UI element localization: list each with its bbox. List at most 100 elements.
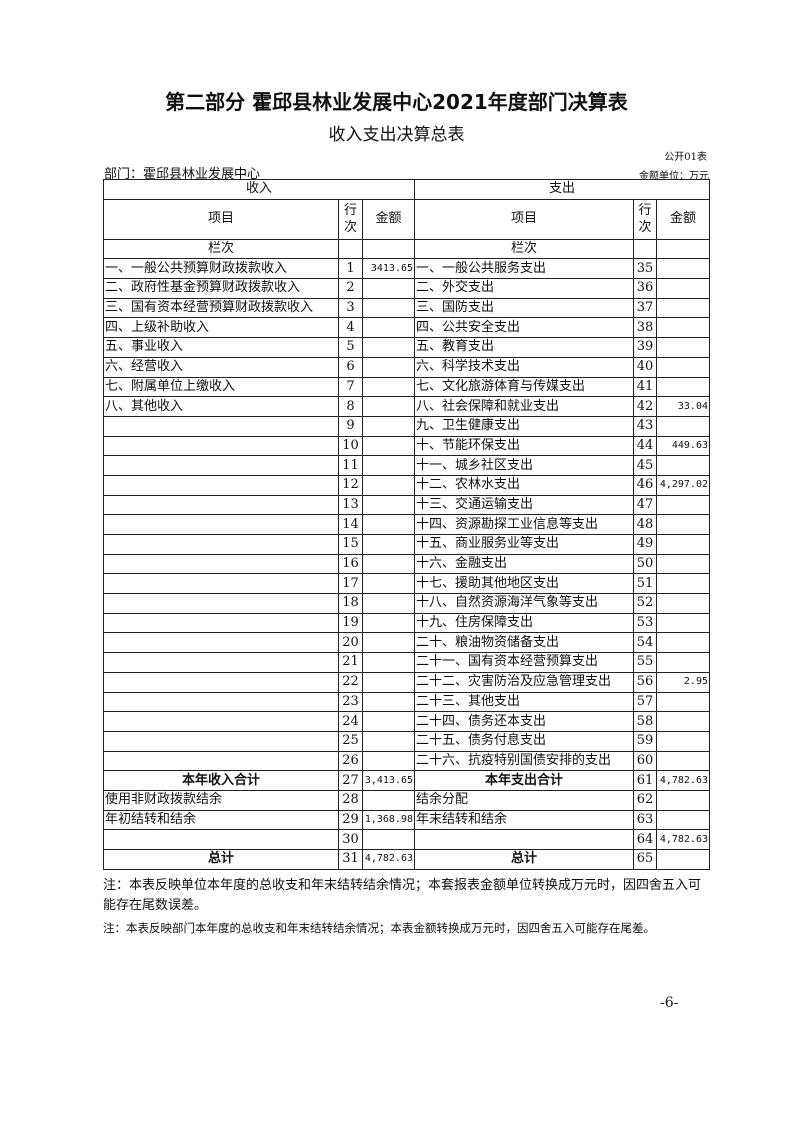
expense-line-header: 行次 [633, 198, 657, 240]
income-amount-header: 金额 [362, 198, 415, 240]
expense-item: 五、教育支出 [414, 337, 634, 358]
expense-amount [656, 534, 710, 555]
income-item [103, 671, 339, 693]
income-item: 八、其他收入 [103, 396, 339, 417]
income-item [103, 553, 339, 575]
table-row: 八、其他收入 8 八、社会保障和就业支出 42 33.04 [103, 396, 710, 417]
table-row: 21 二十一、国有资本经营预算支出 55 [103, 652, 710, 673]
expense-amount [656, 789, 710, 811]
expense-amount [656, 415, 710, 437]
expense-item: 三、国防支出 [414, 297, 634, 319]
income-amount [362, 415, 415, 437]
income-item: 年初结转和结余 [103, 809, 339, 831]
expense-amount [656, 278, 710, 299]
income-line: 31 [338, 849, 363, 870]
empty-cell [338, 238, 363, 260]
income-line: 28 [338, 789, 363, 811]
table-row: 9 九、卫生健康支出 43 [103, 415, 710, 437]
income-amount: 1,368.98 [362, 809, 415, 831]
expense-amount: 449.63 [656, 435, 710, 457]
expense-item: 八、社会保障和就业支出 [414, 396, 634, 417]
expense-amount [656, 632, 710, 654]
expense-amount [656, 297, 710, 319]
income-line: 23 [338, 691, 363, 713]
income-line: 13 [338, 494, 363, 516]
income-item [103, 730, 339, 752]
table-row: 20 二十、粮油物资储备支出 54 [103, 632, 710, 654]
income-amount [362, 534, 415, 555]
table-row: 六、经营收入 6 六、科学技术支出 40 [103, 356, 710, 378]
expense-line: 63 [633, 809, 657, 831]
income-line: 17 [338, 573, 363, 595]
income-line: 27 [338, 770, 363, 791]
expense-amount [656, 258, 710, 280]
income-item [103, 829, 339, 850]
expense-item: 二十四、债务还本支出 [414, 711, 634, 732]
income-amount [362, 337, 415, 358]
table-row: 17 十七、援助其他地区支出 51 [103, 573, 710, 595]
expense-line: 55 [633, 652, 657, 673]
expense-line: 62 [633, 789, 657, 811]
expense-item: 二十二、灾害防治及应急管理支出 [414, 671, 634, 693]
income-amount [362, 514, 415, 535]
expense-item: 结余分配 [414, 789, 634, 811]
income-header: 收入 [103, 179, 415, 200]
income-amount [362, 652, 415, 673]
income-line: 12 [338, 474, 363, 496]
expense-line: 49 [633, 534, 657, 555]
income-item: 使用非财政拨款结余 [103, 789, 339, 811]
income-line: 26 [338, 750, 363, 772]
income-line: 6 [338, 356, 363, 378]
table-row: 四、上级补助收入 4 四、公共安全支出 38 [103, 317, 710, 339]
expense-line: 38 [633, 317, 657, 339]
expense-item: 十九、住房保障支出 [414, 612, 634, 634]
income-amount [362, 356, 415, 378]
income-item: 本年收入合计 [103, 770, 339, 791]
expense-line: 39 [633, 337, 657, 358]
expense-item: 十二、农林水支出 [414, 474, 634, 496]
income-amount [362, 376, 415, 398]
expense-line: 46 [633, 474, 657, 496]
table-row: 24 二十四、债务还本支出 58 [103, 711, 710, 732]
income-line: 21 [338, 652, 363, 673]
income-line: 24 [338, 711, 363, 732]
expense-amount [656, 356, 710, 378]
income-amount [362, 396, 415, 417]
expense-amount [656, 553, 710, 575]
income-item: 总计 [103, 849, 339, 870]
table-row: 30 64 4,782.63 [103, 829, 710, 850]
income-amount [362, 553, 415, 575]
expense-amount [656, 376, 710, 398]
income-line: 3 [338, 297, 363, 319]
income-amount: 3413.65 [362, 258, 415, 280]
income-amount [362, 573, 415, 595]
income-item [103, 514, 339, 535]
expense-column-order: 栏次 [414, 238, 634, 260]
table-subtitle: 收入支出决算总表 [328, 125, 465, 145]
income-amount [362, 455, 415, 476]
income-item [103, 632, 339, 654]
income-line: 30 [338, 829, 363, 850]
table-row: 11 十一、城乡社区支出 45 [103, 455, 710, 476]
expense-amount [656, 514, 710, 535]
expense-item [414, 829, 634, 850]
expense-amount [656, 750, 710, 772]
expense-item: 一、一般公共服务支出 [414, 258, 634, 280]
expense-line: 65 [633, 849, 657, 870]
expense-item: 四、公共安全支出 [414, 317, 634, 339]
expense-item: 九、卫生健康支出 [414, 415, 634, 437]
income-amount: 3,413.65 [362, 770, 415, 791]
table-row: 13 十三、交通运输支出 47 [103, 494, 710, 516]
expense-item-header: 项目 [414, 198, 634, 240]
expense-line: 42 [633, 396, 657, 417]
income-amount [362, 435, 415, 457]
note-2: 注：本表反映部门本年度的总收支和年末结转结余情况；本表金额转换成万元时，因四舍五… [103, 921, 655, 935]
income-line: 4 [338, 317, 363, 339]
income-amount [362, 612, 415, 634]
income-column-order: 栏次 [103, 238, 339, 260]
table-row: 26 二十六、抗疫特别国债安排的支出 60 [103, 750, 710, 772]
income-item [103, 415, 339, 437]
expense-item: 十八、自然资源海洋气象等支出 [414, 593, 634, 614]
expense-item: 十、节能环保支出 [414, 435, 634, 457]
income-amount [362, 593, 415, 614]
